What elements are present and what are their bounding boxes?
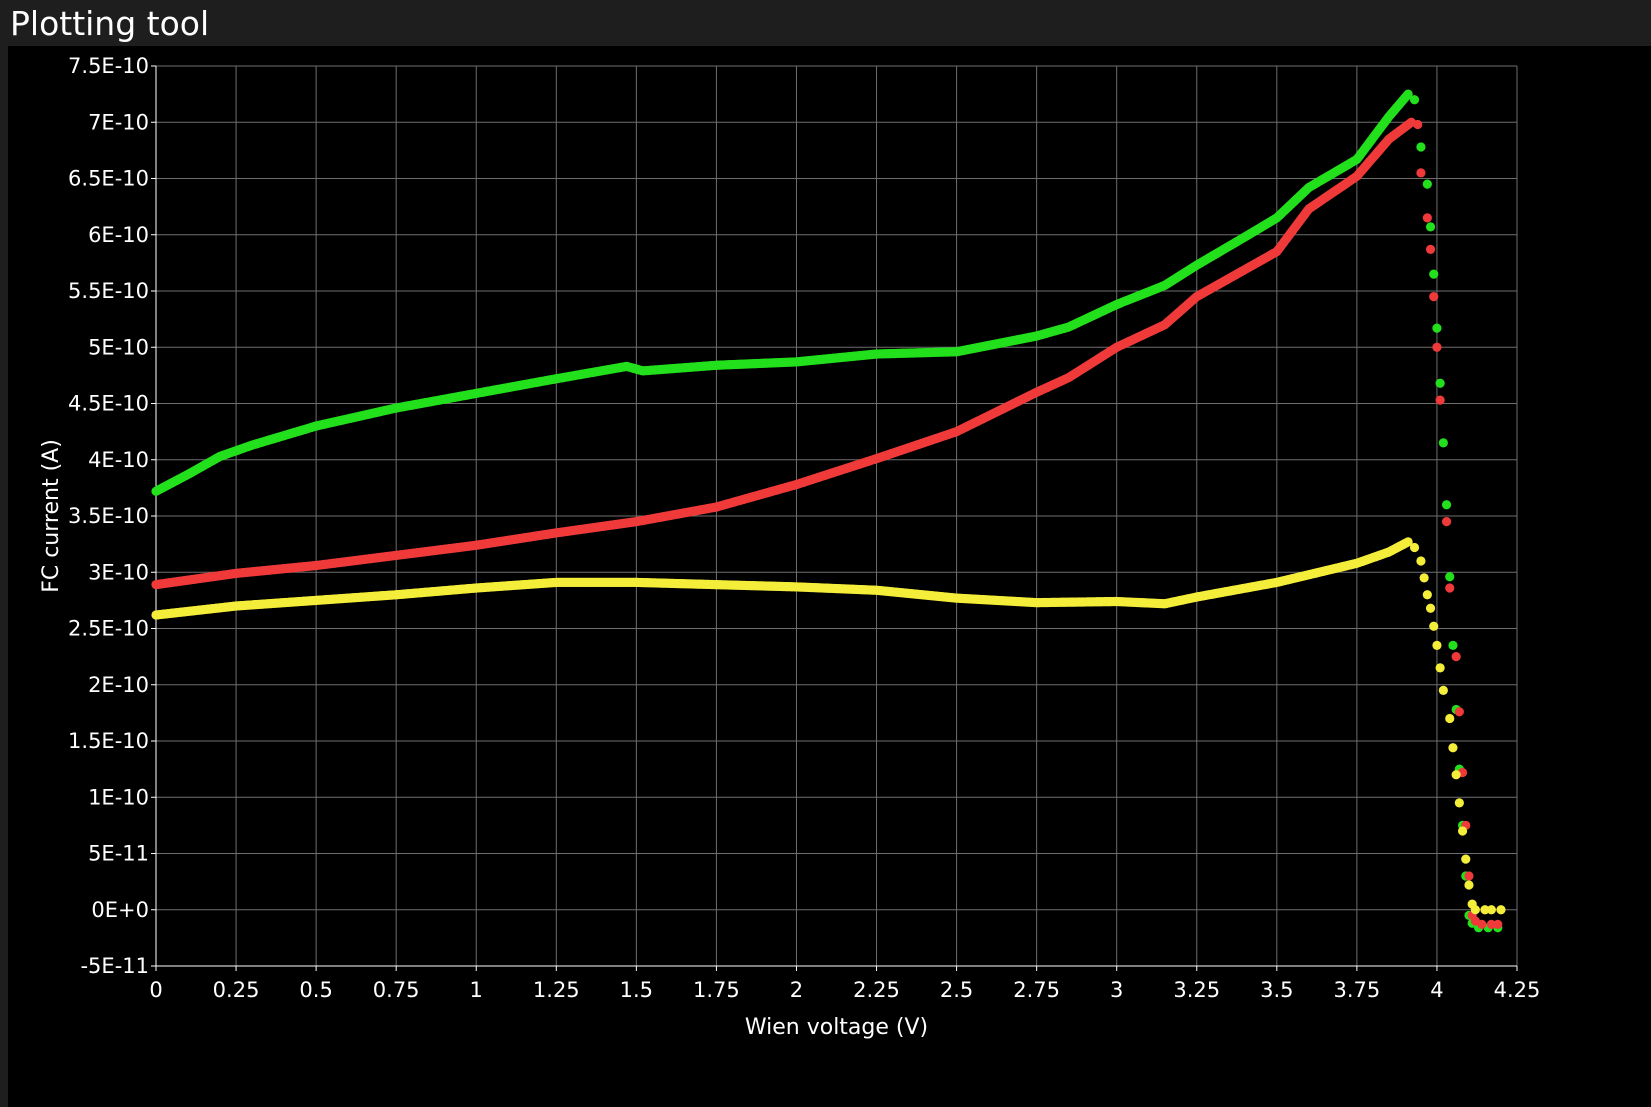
x-tick-label: 3 (1110, 978, 1123, 1002)
y-axis-label: FC current (A) (39, 439, 64, 593)
x-axis-label: Wien voltage (V) (745, 1015, 928, 1040)
data-point (1403, 537, 1413, 547)
data-point (1445, 572, 1455, 582)
series-2 (151, 537, 1506, 915)
y-tick-label: 2E-10 (88, 673, 149, 697)
x-tick-label: 3.75 (1333, 978, 1380, 1002)
data-point (1486, 905, 1496, 915)
data-point (1441, 500, 1452, 510)
data-point (1416, 556, 1426, 566)
data-point (1496, 905, 1506, 915)
series-1 (151, 117, 1503, 929)
y-tick-label: 4.5E-10 (68, 392, 149, 416)
y-tick-label: 5.5E-10 (68, 279, 149, 303)
data-point (1435, 378, 1445, 388)
data-series (151, 89, 1506, 933)
data-point (1419, 573, 1429, 583)
data-point (1448, 743, 1458, 753)
y-tick-label: 7.5E-10 (68, 54, 149, 78)
data-point (1403, 89, 1413, 99)
y-tick-label: 3.5E-10 (68, 504, 149, 528)
x-tick-label: 0.75 (373, 978, 420, 1002)
data-point (1454, 707, 1464, 717)
data-point (1464, 871, 1474, 881)
x-tick-label: 1.25 (533, 978, 580, 1002)
data-point (1425, 244, 1436, 254)
data-point (1409, 542, 1420, 553)
data-point (1438, 438, 1448, 448)
x-axis-ticks: 0 0.25 0.5 0.75 1 1.25 1.5 1.75 2 2.25 2.5 2.75 3 3.2… (149, 965, 1541, 1002)
x-tick-label: 2.5 (940, 978, 973, 1002)
data-point (1432, 640, 1442, 650)
x-tick-label: 3.25 (1173, 978, 1220, 1002)
y-tick-label: 7E-10 (88, 110, 149, 134)
data-point (1435, 663, 1445, 673)
x-tick-label: 2.75 (1013, 978, 1060, 1002)
data-point (1445, 713, 1455, 724)
y-tick-label: 5E-11 (88, 842, 149, 866)
y-tick-label: 1.5E-10 (68, 729, 149, 753)
data-point (1480, 905, 1490, 915)
x-tick-label: 0 (149, 978, 162, 1002)
data-point (1470, 905, 1480, 915)
x-tick-label: 1 (470, 978, 483, 1002)
x-tick-label: 2 (790, 978, 803, 1002)
data-point (1429, 621, 1439, 631)
data-point (1441, 517, 1452, 527)
data-point (1422, 213, 1432, 223)
x-tick-label: 0.25 (213, 978, 260, 1002)
y-tick-label: 3E-10 (88, 560, 149, 584)
data-point (1451, 652, 1461, 662)
data-point (1432, 342, 1442, 352)
title-bar: Plotting tool (0, 0, 1651, 46)
data-point (1422, 590, 1432, 600)
x-tick-label: 3.5 (1260, 978, 1293, 1002)
x-tick-label: 0.5 (299, 978, 332, 1002)
data-point (1429, 269, 1439, 279)
data-point (1461, 854, 1471, 864)
y-tick-label: 2.5E-10 (68, 617, 149, 641)
data-point (1422, 179, 1432, 189)
data-point (1464, 880, 1474, 890)
data-point (1438, 685, 1448, 695)
y-tick-label: 1E-10 (88, 785, 149, 809)
data-point (1416, 168, 1426, 178)
y-axis-ticks: 7.5E-10 7E-10 6.5E-10 6E-10 5.5E-10 5E-10 4.5E… (68, 54, 157, 978)
y-tick-label: 0E+0 (91, 898, 149, 922)
plot-area: 7.5E-10 7E-10 6.5E-10 6E-10 5.5E-10 5E-10 4.5E… (8, 46, 1651, 1107)
x-tick-label: 1.5 (620, 978, 653, 1002)
x-tick-label: 2.25 (853, 978, 900, 1002)
y-tick-label: 6E-10 (88, 223, 149, 247)
window-title: Plotting tool (10, 4, 210, 43)
x-tick-label: 1.75 (693, 978, 740, 1002)
x-tick-label: 4.25 (1494, 978, 1541, 1002)
y-tick-label: 5E-10 (88, 335, 149, 359)
data-point (1486, 919, 1496, 929)
series-0 (151, 89, 1503, 933)
data-point (1457, 826, 1468, 836)
data-point (1416, 142, 1426, 152)
data-point (1409, 95, 1420, 105)
y-tick-label: 4E-10 (88, 448, 149, 472)
data-point (1425, 222, 1436, 232)
data-point (1429, 292, 1439, 302)
data-point (1413, 119, 1423, 130)
y-tick-label: -5E-11 (80, 954, 149, 978)
y-tick-label: 6.5E-10 (68, 167, 149, 191)
data-point (1425, 603, 1436, 613)
data-point (1454, 798, 1464, 808)
x-tick-label: 4 (1430, 978, 1443, 1002)
data-point (1435, 395, 1445, 405)
chart: 7.5E-10 7E-10 6.5E-10 6E-10 5.5E-10 5E-10 4.5E… (39, 54, 1541, 1040)
data-point (1493, 919, 1503, 929)
data-point (1477, 919, 1487, 929)
data-point (1451, 770, 1461, 780)
data-point (1448, 640, 1458, 650)
data-point (1432, 323, 1442, 333)
data-point (1445, 583, 1455, 593)
